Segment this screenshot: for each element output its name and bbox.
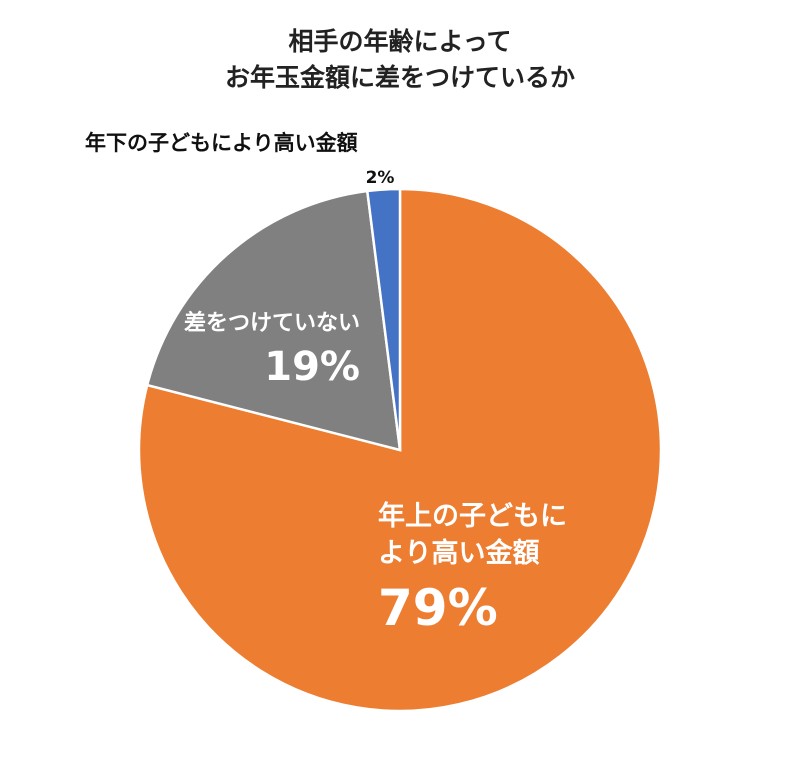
chart-title-line-1: 相手の年齢によって [288, 27, 511, 56]
label-older-name-line-1: 年上の子どもに [378, 500, 567, 532]
pie-slices [137, 187, 663, 713]
label-older-percent: 79% [378, 579, 498, 637]
label-nodiff-name: 差をつけていない [184, 310, 360, 336]
label-older-name-line-2: より高い金額 [378, 537, 539, 569]
chart-title: 相手の年齢によって お年玉金額に差をつけているか [225, 27, 575, 92]
label-younger-percent: 2% [366, 168, 395, 188]
chart-title-line-2: お年玉金額に差をつけているか [225, 63, 575, 92]
label-younger-name: 年下の子どもにより高い金額 [85, 131, 358, 155]
label-nodiff-percent: 19% [264, 344, 360, 390]
slice-older-children [137, 187, 663, 713]
slice-younger-children [365, 187, 402, 451]
slice-labels: 年上の子どもに より高い金額 79% 差をつけていない 19% 年下の子どもによ… [85, 131, 567, 637]
slice-no-difference [145, 189, 402, 452]
